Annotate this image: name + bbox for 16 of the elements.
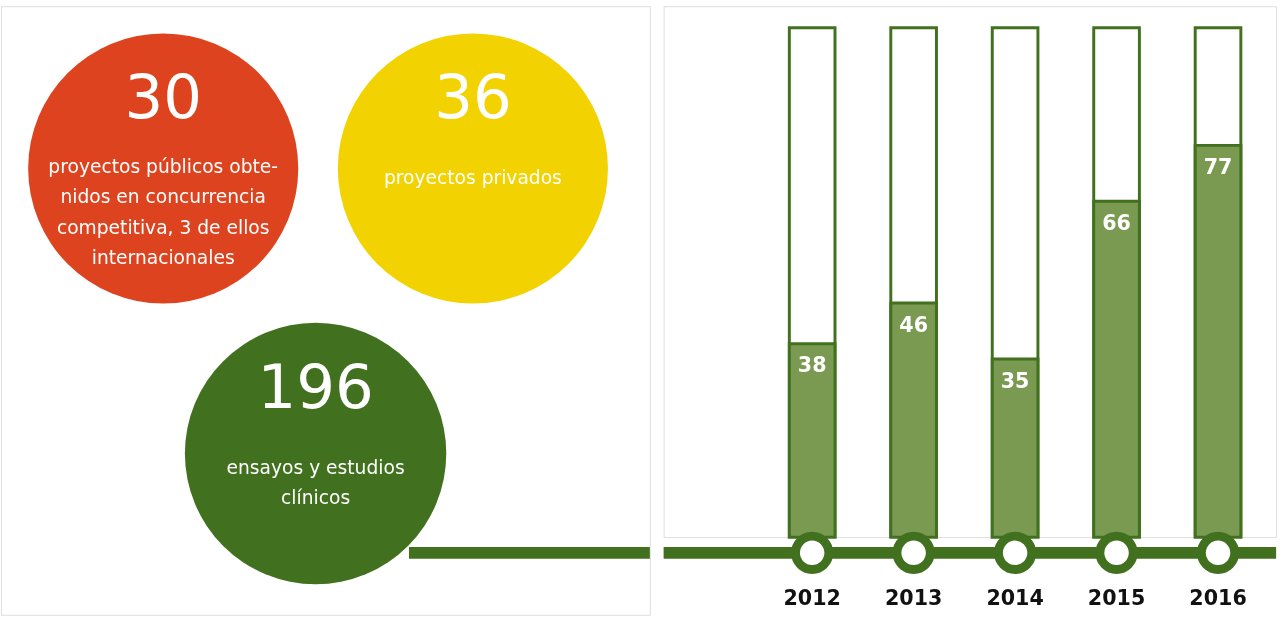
data-label: 35 [1000, 368, 1030, 393]
text: 30 [124, 61, 202, 133]
data-label: 38 [797, 353, 827, 378]
data-label: 66 [1102, 210, 1131, 235]
data-label: 46 [899, 312, 928, 337]
x-tick-label: 2016 [1189, 586, 1247, 611]
text: proyectos públicos obte- nidos en concurrencia competitiva, 3 de ellos internacionales [48, 155, 279, 269]
text: 196 [257, 351, 374, 423]
text: 36 [434, 61, 512, 133]
text: proyectos privados [383, 167, 562, 189]
x-tick-label: 2015 [1087, 586, 1146, 611]
x-tick-label: 2013 [884, 586, 943, 611]
data-label: 77 [1203, 154, 1233, 179]
text: ensayos y estudios clínicos [226, 456, 405, 509]
x-tick-label: 2014 [986, 586, 1044, 611]
x-tick-label: 2012 [783, 586, 841, 611]
